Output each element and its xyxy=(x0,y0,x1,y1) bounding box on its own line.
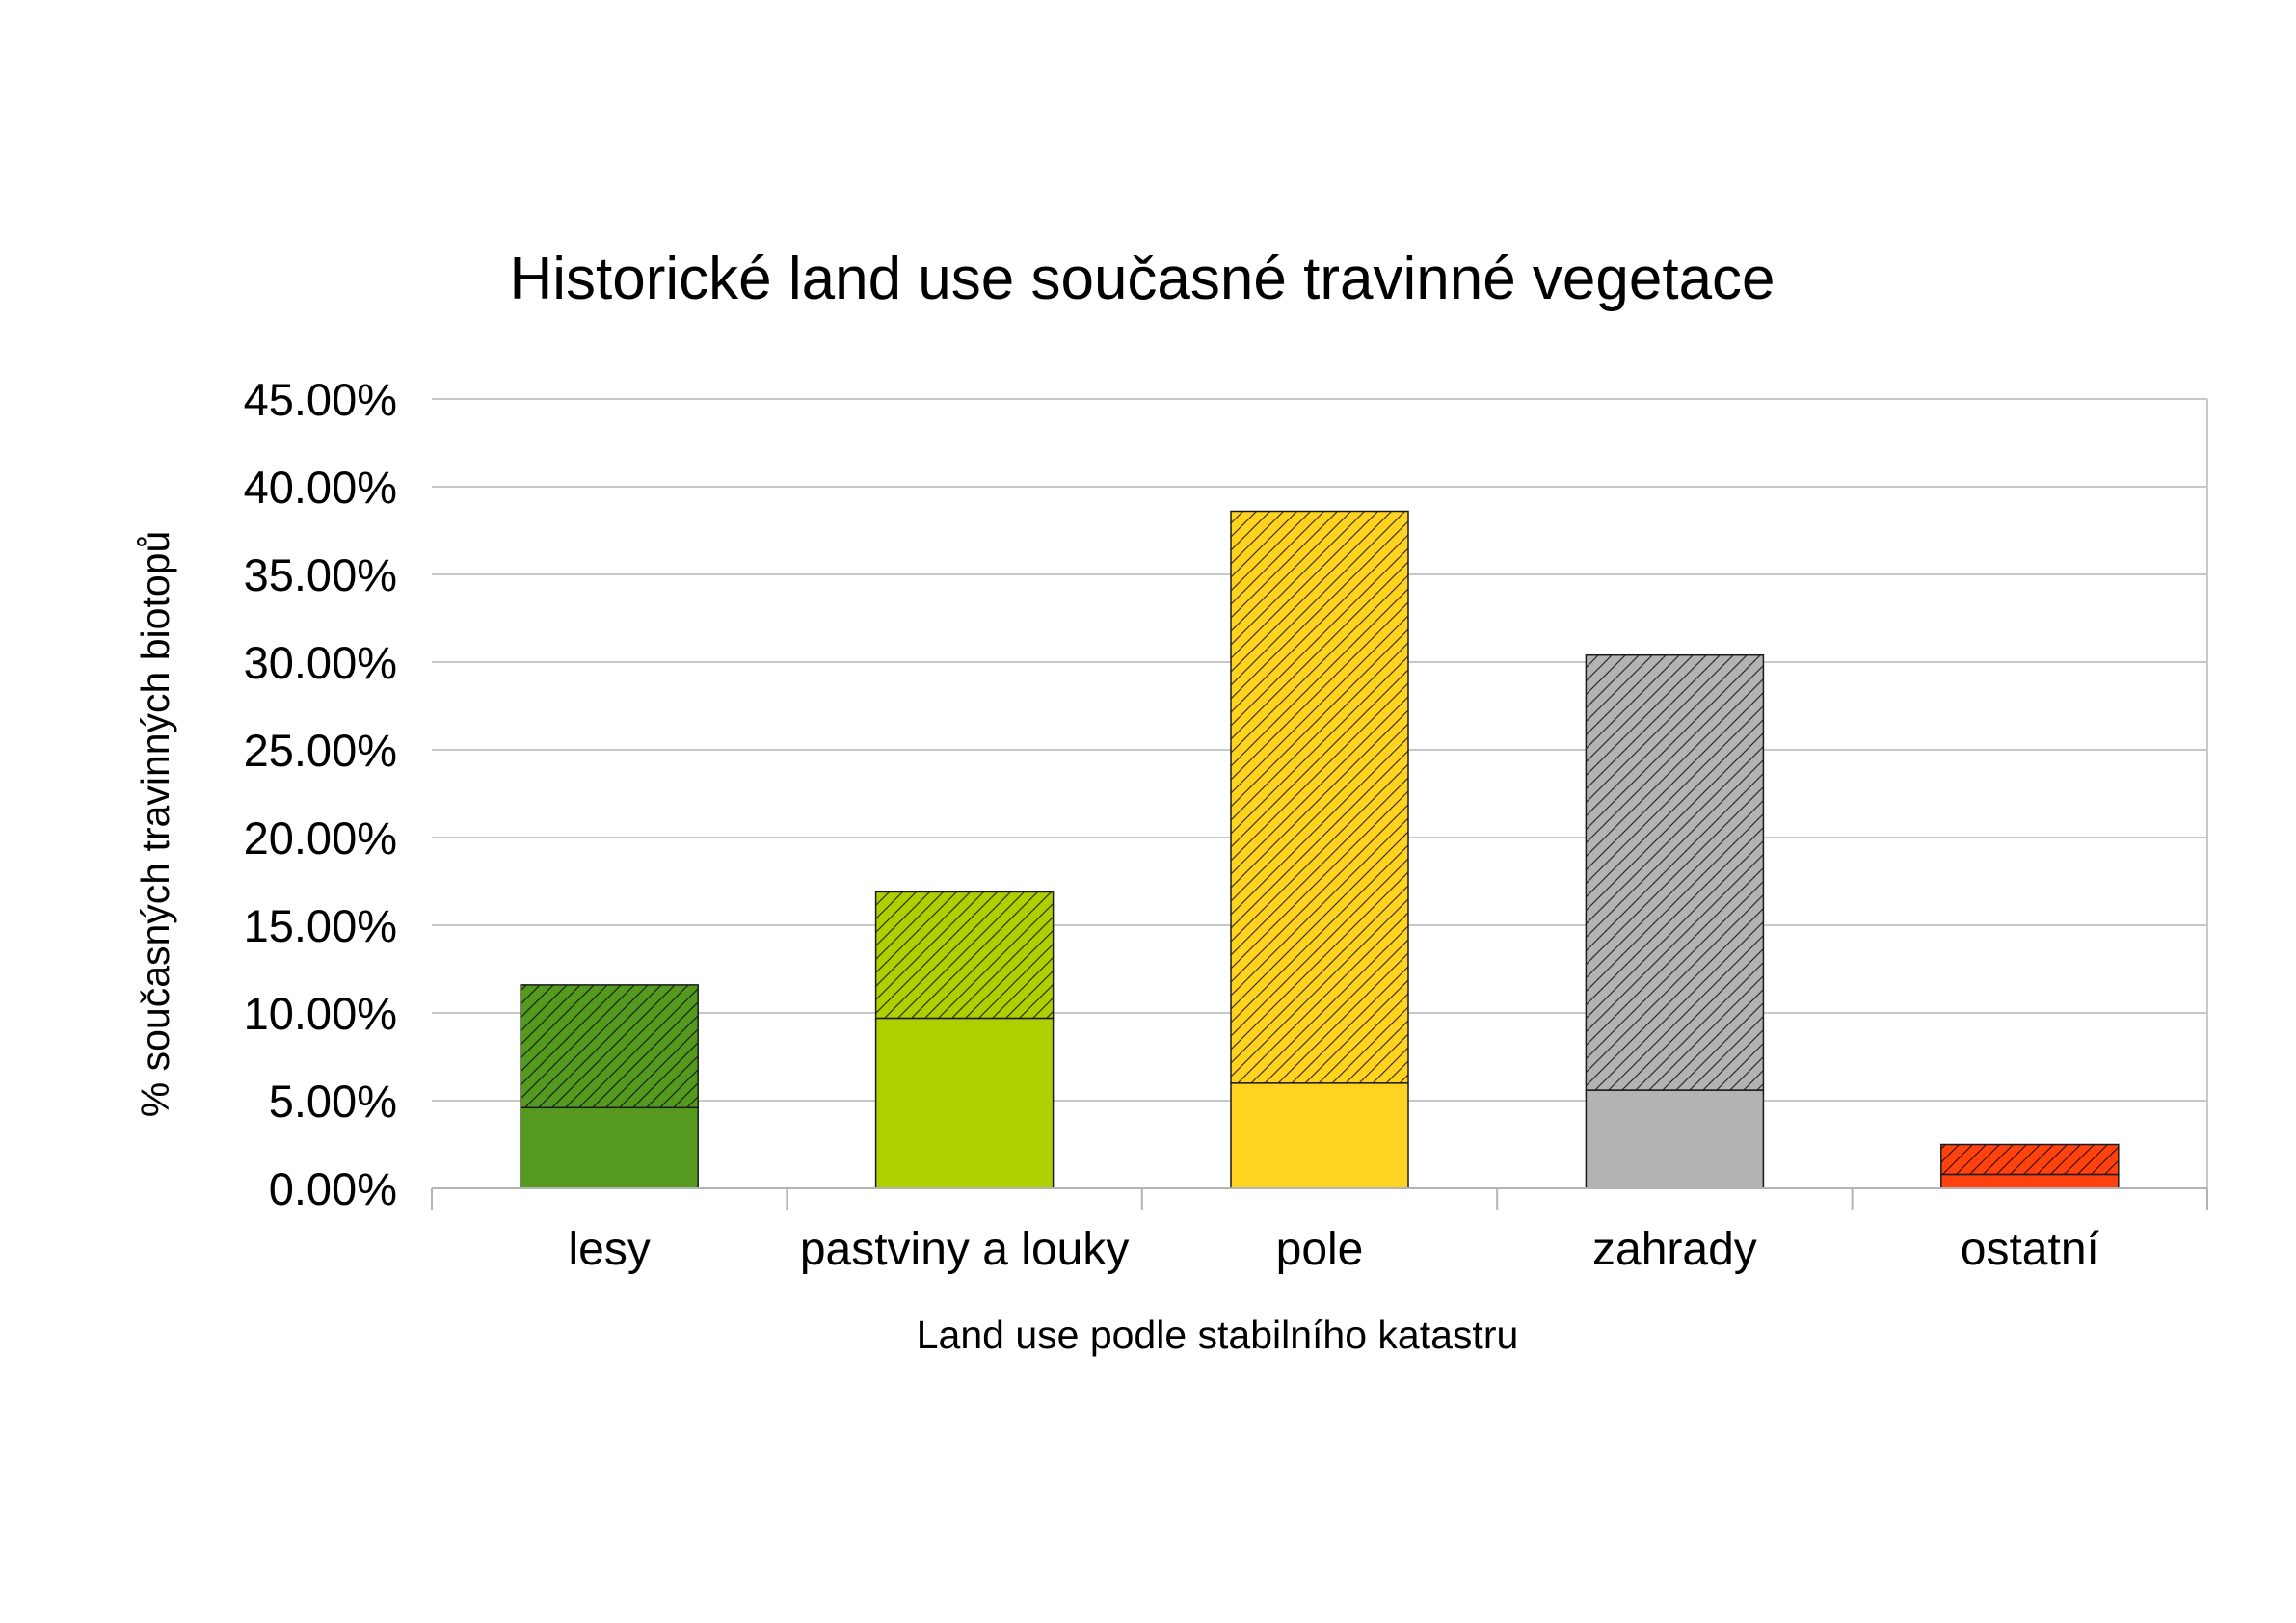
y-tick-label: 10.00% xyxy=(244,988,397,1039)
y-tick-label: 20.00% xyxy=(244,812,397,864)
y-axis-title: % současných travinných biotopů xyxy=(133,531,177,1118)
y-tick-label: 0.00% xyxy=(269,1163,397,1214)
y-tick-label: 35.00% xyxy=(244,549,397,600)
bars xyxy=(520,510,2120,1189)
y-tick-label: 30.00% xyxy=(244,637,397,688)
bar-segment-solid xyxy=(520,1106,699,1189)
y-tick-label: 45.00% xyxy=(244,374,397,425)
bar-segment-hatched xyxy=(874,891,1055,1020)
x-tick-label: zahrady xyxy=(1592,1224,1757,1275)
y-tick-label: 25.00% xyxy=(244,725,397,776)
x-tick-label: ostatní xyxy=(1961,1224,2100,1275)
chart-title: Historické land use současné travinné ve… xyxy=(509,246,1775,312)
bar-segment-solid xyxy=(1230,1082,1409,1189)
x-axis xyxy=(431,1187,2208,1210)
x-tick-labels: lesy pastviny a louky pole zahrady ostatní xyxy=(569,1224,2100,1275)
y-tick-label: 15.00% xyxy=(244,900,397,951)
bar-segment-hatched xyxy=(1230,510,1409,1084)
x-tick-label: pastviny a louky xyxy=(800,1224,1130,1275)
bar-segment-hatched xyxy=(520,984,699,1109)
bar-segment-solid xyxy=(1940,1173,2120,1189)
x-tick-label: lesy xyxy=(569,1224,651,1275)
x-axis-title: Land use podle stabilního katastru xyxy=(917,1313,1519,1357)
bar-segment-solid xyxy=(1585,1089,1765,1189)
bar-segment-solid xyxy=(874,1017,1055,1189)
y-tick-labels: 0.00% 5.00% 10.00% 15.00% 20.00% 25.00% 30.00%… xyxy=(244,374,397,1214)
bar-segment-hatched xyxy=(1940,1143,2120,1176)
y-tick-label: 5.00% xyxy=(269,1076,397,1127)
x-tick-label: pole xyxy=(1276,1224,1364,1275)
bar-segment-hatched xyxy=(1585,653,1765,1091)
y-tick-label: 40.00% xyxy=(244,462,397,513)
